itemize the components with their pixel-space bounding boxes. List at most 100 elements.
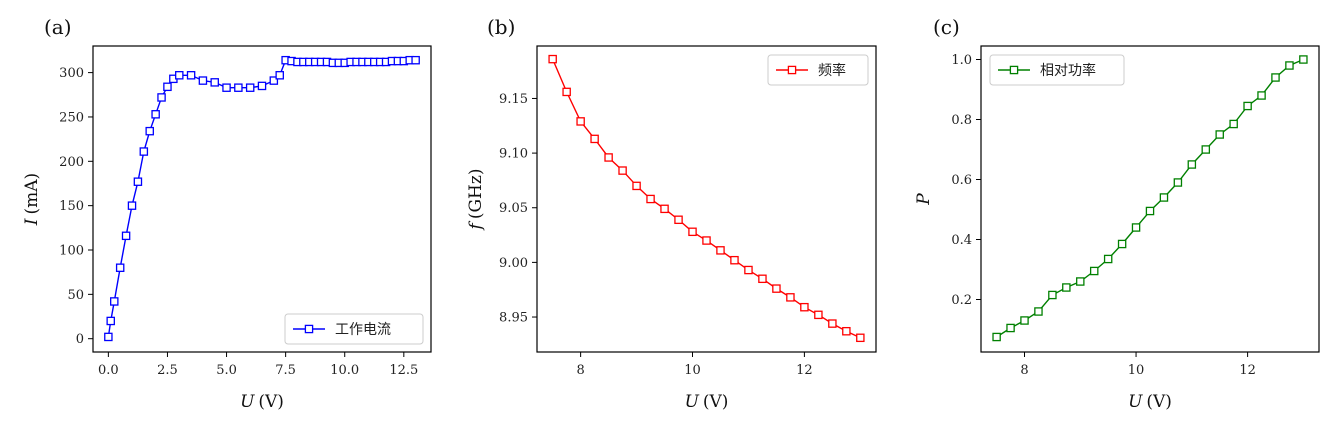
data-point	[674, 215, 683, 225]
y-axis-label: I(mA)	[22, 173, 42, 226]
y-tick-label: 50	[67, 288, 84, 303]
data-point	[110, 297, 119, 306]
data-point	[1285, 61, 1294, 70]
data-point	[269, 76, 279, 85]
data-point	[1089, 266, 1099, 276]
data-point	[744, 265, 753, 275]
data-point	[632, 181, 641, 191]
data-point	[618, 166, 627, 175]
data-point	[660, 204, 669, 214]
data-point	[1131, 223, 1141, 232]
legend-label: 工作电流	[335, 322, 391, 338]
data-point	[1159, 193, 1169, 202]
axes-frame	[980, 45, 1320, 353]
data-point	[548, 54, 557, 64]
data-point	[145, 126, 154, 136]
data-point	[1243, 101, 1252, 111]
data-point	[121, 231, 131, 241]
data-point	[210, 78, 219, 87]
data-point	[411, 55, 420, 65]
data-point	[1076, 277, 1085, 286]
data-point	[1006, 323, 1015, 333]
x-axis-label: U (V)	[240, 392, 284, 412]
data-point	[275, 71, 284, 80]
legend: 频率	[767, 54, 869, 86]
axes-frame	[92, 45, 432, 353]
data-point	[163, 82, 172, 92]
x-tick-label: 10	[684, 363, 701, 378]
y-tick-label: 0.2	[951, 293, 972, 308]
data-point	[175, 71, 184, 80]
legend-label: 相对功率	[1040, 62, 1096, 79]
data-point	[688, 227, 697, 237]
legend: 工作电流	[284, 313, 424, 345]
data-point	[1117, 239, 1127, 249]
data-point	[133, 177, 143, 186]
data-point	[590, 134, 599, 144]
chart-panel-1: (a) 0.0 2.5 5.0 7.5 10.0 12.5 0 50 100 150 200 250 30…	[22, 15, 432, 412]
data-point	[828, 319, 837, 328]
chart-panel-3: (c) 8 10 12 0.2 0.4 0.6 0.8 1.0 U (V) P 相对功率	[914, 15, 1320, 412]
data-point	[257, 81, 267, 91]
data-point	[157, 93, 166, 102]
data-point	[702, 236, 711, 245]
data-point	[1062, 283, 1071, 292]
x-tick-label: 2.5	[157, 363, 178, 378]
y-tick-label: 9.10	[499, 147, 528, 162]
legend-marker	[787, 65, 797, 75]
panel-label: (c)	[933, 15, 960, 39]
y-tick-label: 300	[59, 66, 84, 81]
panel-label: (a)	[44, 15, 72, 39]
y-tick-label: 100	[59, 244, 84, 259]
y-tick-label: 0	[76, 332, 84, 347]
data-point	[814, 310, 823, 320]
y-tick-label: 150	[59, 199, 84, 214]
data-point	[198, 76, 208, 85]
series-line	[107, 59, 416, 338]
data-point	[562, 87, 571, 97]
legend-label: 频率	[818, 62, 846, 79]
legend-marker	[1009, 65, 1019, 75]
data-point	[730, 255, 739, 265]
data-point	[1215, 130, 1224, 139]
y-tick-label: 9.15	[499, 92, 528, 107]
data-point	[127, 201, 137, 210]
data-point	[576, 117, 585, 126]
y-tick-label: 8.95	[499, 311, 528, 326]
x-tick-label: 5.0	[216, 363, 237, 378]
x-tick-label: 8	[576, 363, 584, 378]
data-point	[1229, 119, 1238, 129]
data-point	[1299, 55, 1308, 64]
series-line	[996, 58, 1304, 338]
y-tick-label: 0.6	[951, 173, 972, 188]
data-point	[842, 326, 851, 336]
data-point	[1187, 160, 1197, 169]
data-point	[139, 147, 149, 156]
y-tick-label: 200	[59, 155, 84, 170]
data-point	[104, 332, 113, 342]
data-point	[758, 274, 767, 284]
legend-box	[284, 313, 424, 345]
x-tick-label: 8	[1020, 363, 1028, 378]
legend: 相对功率	[989, 54, 1125, 86]
y-tick-label: 0.4	[951, 233, 972, 248]
y-axis-label: P	[914, 193, 934, 206]
panel-label: (b)	[487, 15, 515, 39]
chart-panel-2: (b) 8 10 12 8.95 9.00 9.05 9.10 9.15 U (V) f(GHz) 频率	[466, 15, 877, 412]
data-point	[1145, 206, 1155, 216]
axes-frame	[536, 45, 877, 353]
x-tick-label: 12	[1239, 363, 1256, 378]
data-point	[1048, 290, 1057, 300]
x-tick-label: 10.0	[330, 363, 359, 378]
y-tick-label: 250	[59, 110, 84, 125]
x-axis-label: U (V)	[1128, 392, 1172, 412]
data-point	[1257, 91, 1266, 100]
data-point	[234, 83, 243, 92]
data-point	[222, 83, 231, 92]
data-point	[1020, 316, 1029, 325]
legend-marker	[304, 324, 314, 334]
data-point	[856, 333, 865, 343]
y-tick-label: 9.05	[499, 201, 528, 216]
data-point	[800, 302, 809, 312]
y-tick-label: 0.8	[951, 113, 972, 128]
